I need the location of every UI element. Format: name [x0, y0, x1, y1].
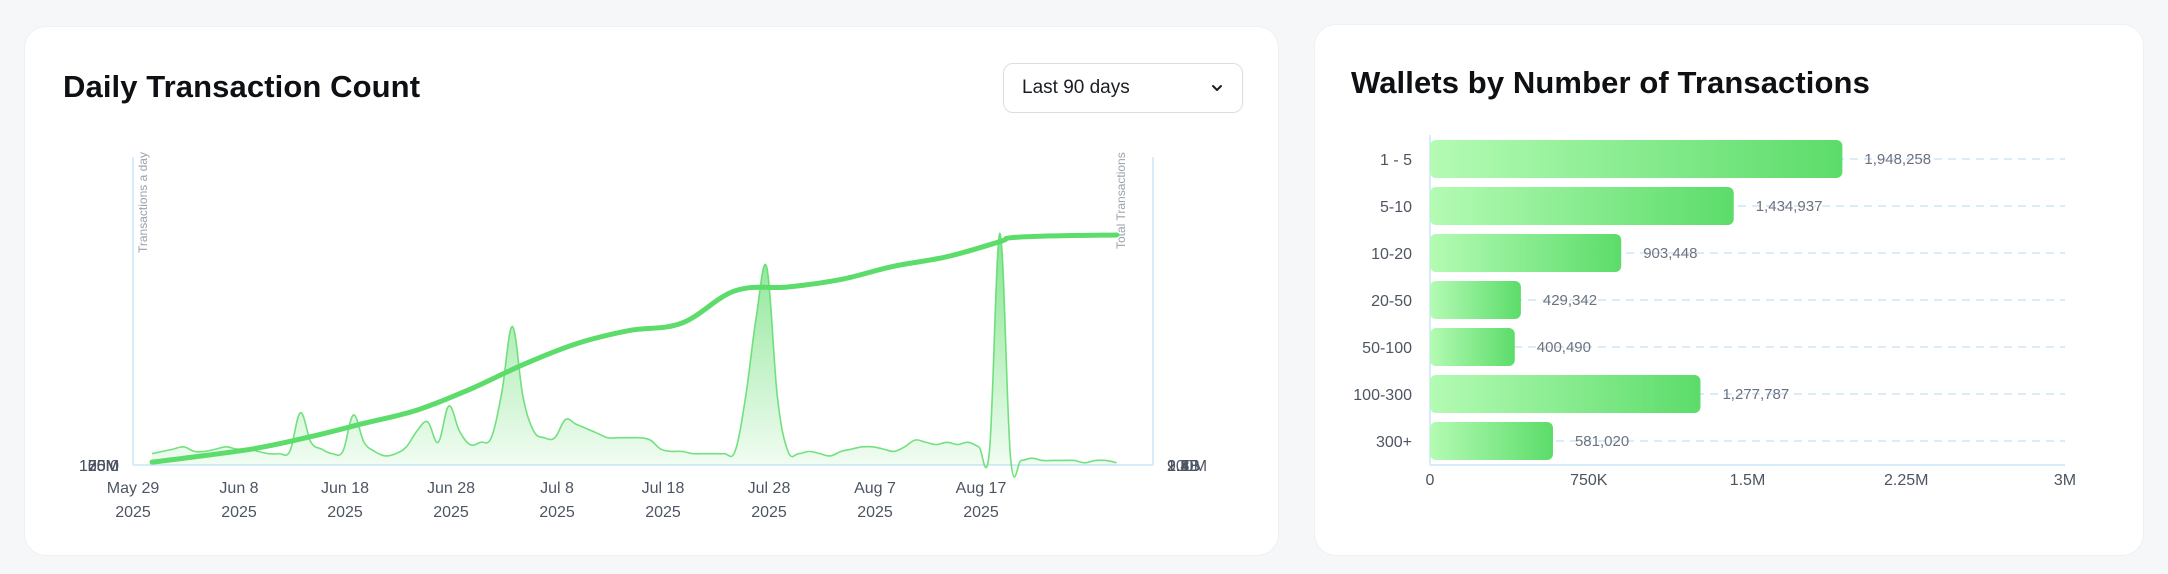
bar-value-label: 1,434,937 [1756, 198, 1823, 215]
x-tick-label: Jun 28 [427, 480, 475, 497]
y-left-tick-label: 100M [79, 458, 119, 475]
x-tick-year-label: 2025 [433, 504, 469, 521]
date-range-value: Last 90 days [1022, 77, 1130, 98]
x-tick-year-label: 2025 [539, 504, 575, 521]
bar-value-label: 1,948,258 [1864, 151, 1931, 168]
y-right-tick-label: 1.5B [1167, 458, 1200, 475]
chevron-down-icon [1212, 85, 1222, 91]
category-label: 20-50 [1371, 293, 1412, 310]
x-tick-year-label: 2025 [751, 504, 787, 521]
bar-value-label: 1,277,787 [1722, 386, 1789, 403]
x-tick-year-label: 2025 [115, 504, 151, 521]
daily-transaction-card: Daily Transaction Count Last 90 days 0 25… [24, 26, 1279, 556]
category-label: 5-10 [1380, 199, 1412, 216]
y-right-axis-title: Total Transactions [1114, 152, 1128, 249]
y-left-tick-label: 0 [110, 458, 119, 475]
category-label: 50-100 [1362, 340, 1412, 357]
y-left-tick-label: 25M [88, 458, 119, 475]
x-tick-label: May 29 [107, 480, 160, 497]
bar-value-label: 581,020 [1575, 433, 1629, 450]
x-tick-label: Jun 8 [219, 480, 258, 497]
x-tick-year-label: 2025 [327, 504, 363, 521]
bar [1430, 328, 1515, 366]
x-tick-label: Jul 8 [540, 480, 574, 497]
y-right-tick-label: 2.4B [1167, 458, 1200, 475]
x-tick-label: 1.5M [1730, 472, 1766, 489]
bar-value-label: 903,448 [1643, 245, 1697, 262]
x-tick-label: Aug 17 [956, 480, 1007, 497]
daily-transactions-line [151, 232, 1117, 478]
y-right-tick-label: 1.2B [1167, 458, 1200, 475]
x-tick-label: Aug 7 [854, 480, 896, 497]
x-tick-year-label: 2025 [221, 504, 257, 521]
x-tick-year-label: 2025 [963, 504, 999, 521]
x-tick-year-label: 2025 [645, 504, 681, 521]
y-left-axis-title: Transactions a day [136, 152, 150, 253]
x-tick-label: 0 [1426, 472, 1435, 489]
x-tick-label: 3M [2054, 472, 2076, 489]
category-label: 10-20 [1371, 246, 1412, 263]
x-tick-label: Jul 18 [642, 480, 685, 497]
bar-value-label: 400,490 [1537, 339, 1591, 356]
wallets-bar-chart: 1 - 5 1,948,258 5-10 1,434,937 10-20 903,448 2… [1353, 135, 2076, 489]
bar [1430, 234, 1622, 272]
y-right-tick-label: 2.1B [1167, 458, 1200, 475]
card-title: Wallets by Number of Transactions [1351, 65, 1870, 100]
bar [1430, 375, 1701, 413]
category-label: 100-300 [1353, 387, 1412, 404]
y-left-tick-label: 125M [79, 458, 119, 475]
bar [1430, 140, 1843, 178]
y-right-tick-label: 900M [1167, 458, 1207, 475]
date-range-select[interactable]: Last 90 days [1003, 63, 1243, 113]
x-tick-year-label: 2025 [857, 504, 893, 521]
category-label: 1 - 5 [1380, 152, 1412, 169]
y-right-tick-label: 1.8B [1167, 458, 1200, 475]
bar [1430, 281, 1521, 319]
bar-value-label: 429,342 [1543, 292, 1597, 309]
x-tick-label: Jun 18 [321, 480, 369, 497]
bar [1430, 187, 1734, 225]
daily-transactions-area [152, 233, 1117, 477]
bar [1430, 422, 1553, 460]
category-label: 300+ [1376, 434, 1412, 451]
y-left-tick-label: 50M [88, 458, 119, 475]
total-transactions-line [149, 232, 1120, 465]
y-left-tick-label: 75M [88, 458, 119, 475]
x-tick-label: 750K [1570, 472, 1608, 489]
card-title: Daily Transaction Count [63, 69, 421, 104]
x-tick-label: Jul 28 [748, 480, 791, 497]
x-tick-label: 2.25M [1884, 472, 1928, 489]
